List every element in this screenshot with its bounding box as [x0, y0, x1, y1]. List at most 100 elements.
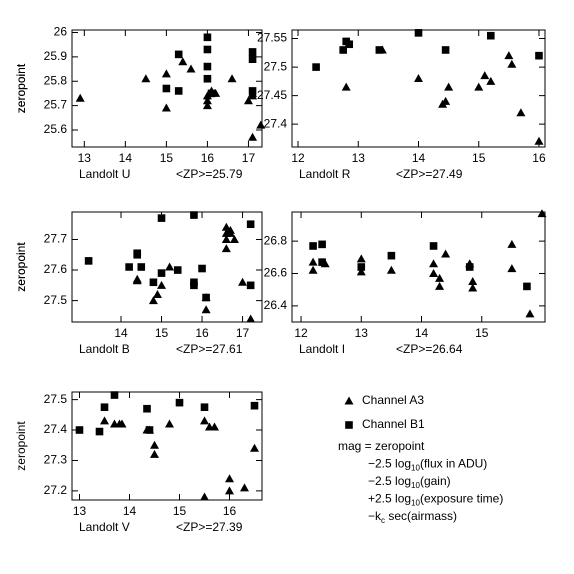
triangle-point	[225, 474, 234, 483]
triangle-point	[435, 273, 445, 282]
x-tick-label: 13	[73, 504, 87, 518]
square-point	[318, 258, 326, 266]
triangle-point	[200, 416, 209, 425]
square-point	[100, 403, 109, 412]
triangle-point	[227, 74, 237, 83]
y-tick-label: 27.7	[44, 232, 68, 246]
triangle-point	[308, 265, 318, 274]
x-tick-label: 16	[223, 504, 237, 518]
triangle-point	[150, 449, 159, 458]
triangle-point	[132, 276, 142, 285]
x-axis-label: Landolt B	[79, 342, 130, 356]
x-axis-label: Landolt I	[299, 342, 345, 356]
square-point	[84, 257, 93, 265]
square-point	[157, 214, 166, 222]
x-tick-label: 16	[195, 326, 209, 340]
square-point	[174, 87, 183, 95]
x-tick-label: 14	[114, 326, 128, 340]
subscript: c	[381, 516, 385, 525]
x-tick-label: 14	[412, 151, 426, 165]
square-point	[95, 427, 104, 436]
triangle-point	[386, 265, 396, 274]
triangle-point	[202, 101, 212, 110]
triangle-point	[534, 136, 544, 145]
triangle-point	[468, 277, 478, 286]
triangle-point	[480, 71, 490, 80]
square-point	[309, 242, 317, 250]
triangle-point	[507, 264, 517, 273]
triangle-point	[229, 235, 239, 243]
mean-zeropoint: <ZP>=27.49	[396, 167, 463, 181]
y-tick-label: 27.2	[44, 483, 68, 497]
square-point	[143, 404, 151, 413]
square-point	[125, 263, 133, 271]
triangle-point	[525, 309, 535, 318]
triangle-point	[516, 108, 526, 117]
triangle-point	[75, 93, 85, 102]
triangle-point	[165, 419, 174, 428]
square-point	[157, 269, 166, 277]
x-tick-label: 15	[155, 326, 169, 340]
square-point	[203, 62, 212, 71]
triangle-point	[225, 225, 235, 234]
plot-frame	[291, 211, 546, 323]
x-axis-label: Landolt V	[79, 520, 130, 534]
square-point	[203, 45, 212, 54]
mean-zeropoint: <ZP>=27.61	[176, 342, 243, 356]
square-point	[133, 250, 142, 259]
y-tick-label: 27.6	[44, 262, 68, 276]
subscript: 10	[411, 499, 420, 508]
triangle-point	[441, 96, 451, 105]
x-tick-label: 12	[294, 326, 308, 340]
square-point	[535, 51, 543, 60]
triangle-point	[414, 74, 423, 83]
legend-marker	[345, 421, 353, 429]
equation-text: (exposure time)	[420, 492, 503, 506]
triangle-point	[429, 259, 439, 268]
y-tick-label: 27.4	[264, 116, 288, 130]
x-tick-label: 13	[78, 151, 92, 165]
mean-zeropoint: <ZP>=25.79	[176, 167, 243, 181]
equation-text: (flux in ADU)	[420, 457, 487, 471]
square-point	[486, 31, 495, 40]
x-tick-label: 15	[475, 326, 489, 340]
legend-label: Channel A3	[362, 393, 424, 407]
triangle-point	[210, 422, 219, 431]
triangle-point	[238, 277, 248, 286]
y-tick-label: 27.5	[264, 59, 288, 73]
y-tick-label: 26.8	[264, 233, 288, 247]
plot-frame	[71, 391, 263, 501]
square-point	[357, 263, 366, 271]
x-tick-label: 12	[291, 151, 305, 165]
triangle-point	[246, 314, 256, 323]
triangle-point	[202, 91, 212, 100]
y-tick-label: 27.3	[44, 453, 68, 467]
x-tick-label: 17	[236, 326, 250, 340]
square-point	[248, 87, 257, 95]
plot-frame	[71, 211, 263, 323]
square-point	[429, 242, 438, 250]
equation-text: −2.5 log	[368, 474, 411, 488]
triangle-point	[308, 257, 318, 266]
square-point	[203, 33, 212, 42]
equation-text: (gain)	[420, 474, 451, 488]
triangle-point	[152, 290, 162, 298]
square-point	[465, 263, 474, 271]
triangle-point	[100, 416, 109, 425]
square-point	[375, 46, 384, 54]
equation-text: sec(airmass)	[385, 509, 457, 523]
square-point	[339, 46, 348, 54]
mean-zeropoint: <ZP>=27.39	[176, 520, 243, 534]
y-tick-label: 26	[54, 25, 68, 39]
triangle-point	[141, 74, 151, 83]
y-tick-label: 27.5	[44, 293, 68, 307]
plot-frame	[71, 29, 263, 148]
y-tick-label: 25.9	[44, 49, 68, 63]
x-tick-label: 13	[355, 326, 369, 340]
y-tick-label: 27.45	[257, 88, 287, 102]
legend-marker	[344, 396, 354, 405]
triangle-point	[148, 296, 158, 305]
square-point	[162, 84, 171, 93]
x-axis-label: Landolt U	[79, 167, 130, 181]
